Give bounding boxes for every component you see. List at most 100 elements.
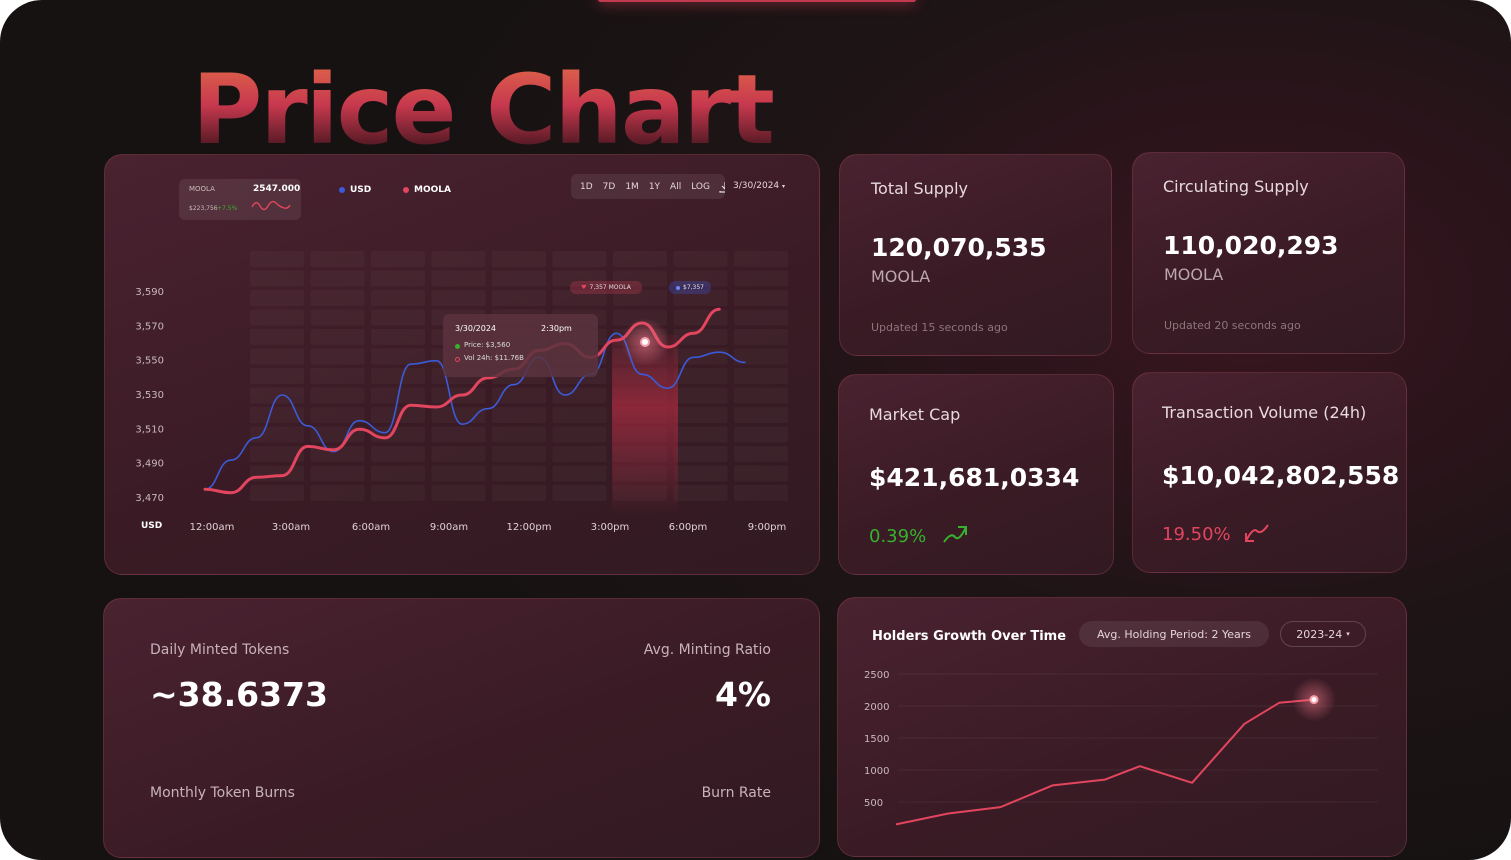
range-button-1d[interactable]: 1D (580, 181, 593, 192)
series-line-holders (895, 698, 1315, 826)
holding-period-text: Avg. Holding Period: 2 Years (1097, 627, 1251, 641)
total-supply-updated: Updated 15 seconds ago (871, 321, 1008, 334)
moola-value-tag: ♥ 7,357 MOOLA (570, 281, 642, 294)
tooltip-date: 3/30/2024 (455, 324, 497, 333)
circulating-supply-label: Circulating Supply (1163, 177, 1309, 196)
y-tick-label: 3,510 (135, 424, 164, 435)
range-toolbar: 1D 7D 1M 1Y All LOG (571, 174, 725, 199)
x-tick-label: 6:00am (352, 522, 390, 533)
legend-moola[interactable]: MOOLA (403, 185, 451, 195)
total-supply-card: Total Supply 120,070,535 MOOLA Updated 1… (839, 154, 1112, 356)
x-axis-unit-label: USD (141, 521, 163, 531)
chevron-down-icon: ▾ (782, 183, 786, 190)
y-tick-label: 2500 (864, 670, 889, 681)
avg-minting-ratio-label: Avg. Minting Ratio (643, 642, 771, 658)
burn-rate-label: Burn Rate (701, 785, 771, 801)
token-sparkline-icon (251, 200, 291, 211)
legend-moola-dot (403, 187, 409, 193)
y-tick-label: 1500 (864, 734, 889, 745)
token-change: +7.5% (217, 205, 238, 212)
y-tick-label: 3,590 (135, 287, 164, 298)
legend-usd[interactable]: USD (339, 185, 371, 195)
x-tick-label: 9:00am (430, 522, 468, 533)
minted-tokens-card: Daily Minted Tokens ~38.6373 Avg. Mintin… (103, 598, 820, 858)
holders-chart-plot: 2500 2000 1500 1000 500 (864, 670, 1378, 826)
market-cap-label: Market Cap (869, 405, 961, 424)
x-tick-label: 6:00pm (669, 522, 708, 533)
x-tick-label: 12:00am (190, 522, 235, 533)
total-supply-unit: MOOLA (871, 267, 931, 286)
holding-period-badge[interactable]: Avg. Holding Period: 2 Years (1079, 621, 1269, 647)
tx-volume-value: $10,042,802,558 (1162, 461, 1400, 490)
monthly-burns-label: Monthly Token Burns (150, 785, 295, 801)
tx-volume-card: Transaction Volume (24h) $10,042,802,558… (1132, 372, 1407, 573)
range-button-1y[interactable]: 1Y (648, 181, 661, 192)
legend-moola-label: MOOLA (414, 185, 451, 195)
chart-tooltip: 3/30/2024 2:30pm Price: $3,560 Vol 24h: … (443, 314, 598, 377)
y-tick-label: 3,530 (135, 390, 164, 401)
download-icon[interactable] (719, 181, 725, 193)
hero-title: Price Chart (192, 54, 775, 166)
tx-volume-change: 19.50% (1162, 524, 1231, 545)
y-tick-label: 3,470 (135, 493, 164, 504)
usd-tag-text: $7,357 (683, 284, 704, 291)
holders-growth-card: Holders Growth Over Time Avg. Holding Pe… (837, 597, 1407, 857)
total-supply-value: 120,070,535 (871, 233, 1047, 262)
holders-title: Holders Growth Over Time (872, 629, 1067, 644)
market-cap-change: 0.39% (869, 526, 927, 547)
legend-usd-dot (339, 187, 345, 193)
total-supply-label: Total Supply (871, 179, 968, 198)
y-tick-label: 3,570 (135, 321, 164, 332)
circulating-supply-updated: Updated 20 seconds ago (1164, 319, 1301, 332)
usd-value-tag: $7,357 (669, 281, 711, 294)
market-cap-card: Market Cap $421,681,0334 0.39% (838, 374, 1114, 575)
x-tick-label: 3:00pm (591, 522, 630, 533)
x-tick-label: 12:00pm (507, 522, 552, 533)
trend-up-icon (943, 526, 967, 543)
tooltip-vol-dot (455, 357, 460, 362)
tooltip-price: Price: $3,560 (464, 341, 511, 349)
x-tick-label: 3:00am (272, 522, 310, 533)
price-chart-card: MOOLA 2547.000 $223,756 +7.5% USD MOOLA … (104, 154, 820, 575)
y-tick-label: 1000 (864, 766, 889, 777)
series-line-usd (204, 332, 746, 491)
tx-volume-label: Transaction Volume (24h) (1162, 403, 1367, 422)
price-chart-plot: 3,590 3,570 3,550 3,530 3,510 3,490 3,470 12:0… (135, 287, 787, 533)
token-sub-value: $223,756 (189, 205, 218, 212)
usd-tag-dot (676, 285, 680, 290)
range-button-all[interactable]: All (670, 181, 682, 192)
trend-down-icon (1245, 524, 1269, 542)
range-button-1m[interactable]: 1M (625, 181, 639, 192)
market-cap-value: $421,681,0334 (869, 463, 1080, 492)
token-symbol: MOOLA (189, 185, 215, 193)
year-select[interactable]: 2023-24 ▾ (1280, 621, 1366, 647)
range-button-log[interactable]: LOG (691, 181, 710, 192)
avg-minting-ratio-value: 4% (714, 675, 771, 714)
date-select-value: 3/30/2024 (733, 181, 780, 191)
circulating-supply-card: Circulating Supply 110,020,293 MOOLA Upd… (1132, 152, 1405, 354)
date-select[interactable]: 3/30/2024 ▾ (733, 181, 785, 191)
heart-icon: ♥ (581, 284, 587, 291)
daily-minted-label: Daily Minted Tokens (150, 642, 290, 658)
top-accent-bar (598, 0, 916, 2)
tooltip-time: 2:30pm (541, 324, 572, 333)
end-point[interactable] (1309, 695, 1319, 705)
x-tick-label: 9:00pm (748, 522, 787, 533)
year-select-value: 2023-24 (1296, 627, 1343, 641)
token-price: 2547.000 (253, 184, 301, 194)
y-tick-label: 500 (864, 798, 883, 809)
daily-minted-value: ~38.6373 (150, 675, 328, 714)
range-button-7d[interactable]: 7D (602, 181, 616, 192)
token-summary-box[interactable]: MOOLA 2547.000 $223,756 +7.5% (179, 179, 301, 220)
y-tick-label: 3,490 (135, 459, 164, 470)
tooltip-price-dot (455, 344, 460, 349)
circulating-supply-unit: MOOLA (1164, 265, 1224, 284)
y-tick-label: 3,550 (135, 356, 164, 367)
hover-point[interactable] (640, 337, 650, 347)
tooltip-vol: Vol 24h: $11.76B (464, 354, 524, 362)
y-tick-label: 2000 (864, 702, 889, 713)
chevron-down-icon: ▾ (1346, 630, 1350, 638)
circulating-supply-value: 110,020,293 (1163, 231, 1339, 260)
moola-tag-text: 7,357 MOOLA (589, 284, 631, 291)
